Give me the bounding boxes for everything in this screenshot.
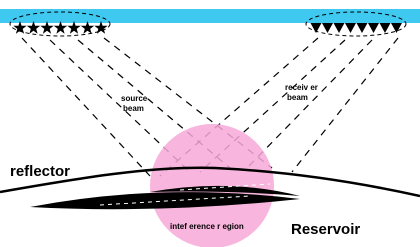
- reflector-label: reflector: [10, 163, 70, 180]
- source-beam-label: beam: [123, 104, 144, 113]
- surface-band: [0, 9, 420, 23]
- source-beam-label: source: [121, 94, 148, 103]
- receiver-triangle: [322, 23, 333, 33]
- receiver-triangle: [311, 23, 322, 33]
- receiver-triangle: [357, 23, 368, 33]
- receiver-beam-label: beam: [287, 93, 308, 102]
- reservoir-label: Reservoir: [291, 221, 360, 238]
- interference-label: intef erence r egion: [170, 222, 244, 231]
- receiver-beam-label: receiv er: [285, 83, 318, 92]
- receiver-triangle: [334, 23, 345, 33]
- diagram: source beam receiv er beam reflector Res…: [0, 0, 420, 247]
- receiver-triangle: [391, 23, 402, 33]
- receiver-triangle: [380, 23, 391, 33]
- receiver-triangle: [368, 23, 379, 33]
- receiver-array: [311, 23, 403, 33]
- receiver-triangle: [345, 23, 356, 33]
